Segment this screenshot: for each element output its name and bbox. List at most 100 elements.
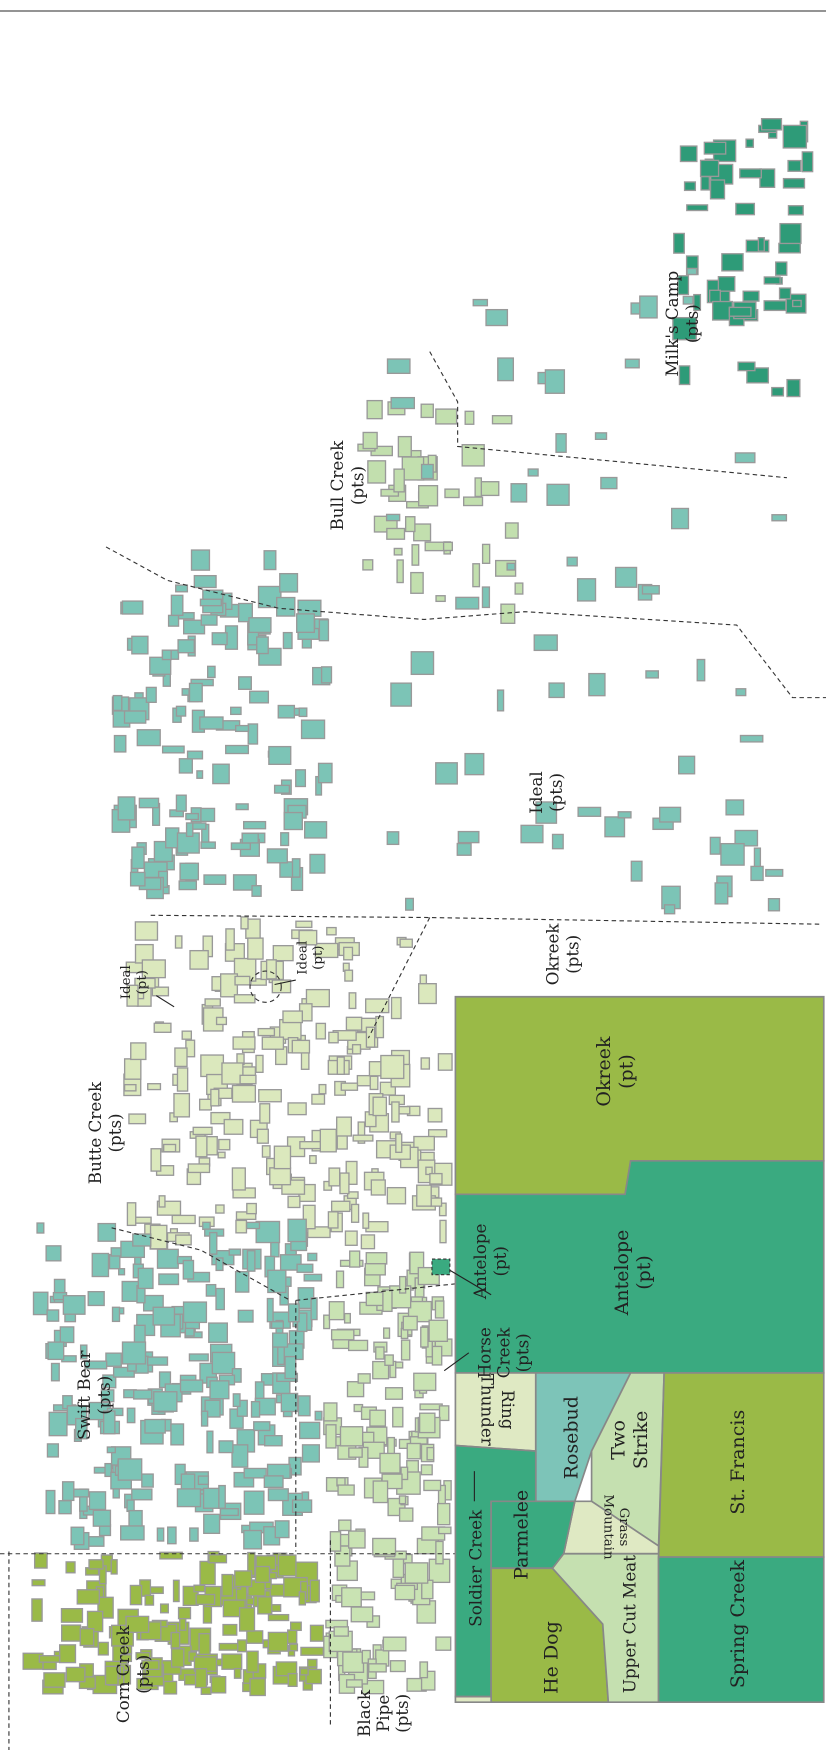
land-patch [411, 652, 433, 675]
land-patch [738, 362, 755, 370]
land-patch [350, 1251, 360, 1267]
land-patch [420, 1662, 427, 1678]
land-patch [44, 1673, 65, 1687]
land-patch [311, 1298, 317, 1320]
land-patch [184, 1302, 207, 1322]
land-patch [168, 1527, 176, 1544]
label-line: Thunder [478, 1374, 498, 1446]
land-patch [762, 119, 782, 130]
label-line: (pt) [311, 946, 326, 970]
land-patch [642, 586, 659, 594]
land-patch [414, 524, 431, 541]
land-patch [339, 1520, 351, 1530]
land-patch [111, 1560, 117, 1574]
label-line: (pts) [105, 1113, 125, 1152]
land-patch [52, 1363, 60, 1380]
land-patch [366, 1253, 386, 1264]
area-label: Ideal(pt) [295, 941, 326, 975]
land-patch [353, 1045, 361, 1054]
land-patch [48, 1342, 64, 1359]
label-line: (pt) [615, 1054, 637, 1089]
land-patch [219, 1486, 225, 1509]
label-line: (pts) [391, 1694, 411, 1733]
land-patch [268, 1489, 288, 1501]
land-patch [151, 1149, 161, 1171]
land-patch [351, 1607, 372, 1622]
land-patch [154, 1392, 177, 1412]
land-patch [131, 1043, 146, 1060]
land-patch [616, 567, 637, 587]
land-patch [192, 550, 210, 570]
land-patch [164, 1681, 177, 1693]
land-patch [783, 179, 804, 188]
land-patch [445, 489, 459, 497]
land-patch [718, 277, 734, 291]
label-line: (pts) [682, 304, 702, 343]
land-patch [310, 1625, 323, 1641]
land-patch [296, 770, 306, 787]
land-patch [480, 482, 499, 496]
land-patch [98, 1642, 108, 1655]
land-patch [194, 576, 216, 588]
land-patch [324, 1315, 330, 1328]
land-patch [353, 1135, 373, 1141]
land-patch [625, 359, 639, 368]
land-patch [118, 1459, 141, 1480]
land-patch [278, 1555, 296, 1576]
land-patch [262, 1146, 270, 1157]
land-patch [436, 1637, 451, 1650]
land-patch [368, 461, 386, 483]
land-patch [188, 751, 203, 759]
land-patch [438, 1054, 452, 1070]
land-patch [268, 1632, 287, 1651]
land-patch [298, 1396, 310, 1416]
land-patch [439, 1527, 451, 1533]
land-patch [153, 1307, 174, 1325]
land-patch [780, 224, 801, 244]
land-patch [233, 1394, 240, 1407]
label-line: Grass [616, 1508, 631, 1547]
land-patch [760, 169, 775, 187]
land-patch [498, 358, 514, 381]
land-patch [631, 861, 642, 881]
land-patch [328, 1212, 338, 1228]
land-patch [305, 822, 327, 838]
land-patch [764, 301, 786, 311]
land-patch [431, 1198, 442, 1206]
land-patch [238, 1310, 253, 1322]
land-patch [209, 1323, 228, 1342]
land-patch [239, 677, 252, 689]
land-patch [197, 771, 203, 778]
land-patch [284, 813, 302, 830]
land-patch [360, 1592, 374, 1600]
land-patch [288, 1630, 297, 1643]
label-line: Butte Creek [84, 1081, 104, 1184]
land-patch [238, 1640, 247, 1652]
land-patch [605, 817, 625, 837]
land-patch [259, 1090, 281, 1102]
land-patch [397, 560, 403, 583]
land-patch [380, 1453, 400, 1473]
label-line: Spring Creek [727, 1559, 749, 1688]
land-patch [439, 1406, 448, 1421]
land-patch [240, 1075, 256, 1083]
land-patch [283, 633, 292, 649]
land-patch [209, 1555, 226, 1563]
land-patch [129, 1114, 146, 1124]
land-patch [665, 905, 675, 914]
land-patch [190, 1528, 198, 1541]
land-patch [281, 833, 289, 846]
land-patch [327, 928, 336, 935]
land-patch [751, 866, 763, 880]
land-patch [201, 808, 215, 821]
land-patch [422, 464, 434, 478]
land-patch [392, 1102, 399, 1122]
land-patch [200, 1099, 212, 1110]
land-patch [248, 938, 263, 959]
land-patch [387, 1188, 405, 1204]
land-patch [394, 548, 402, 554]
land-patch [337, 1117, 352, 1136]
land-patch [780, 288, 791, 299]
land-patch [492, 416, 511, 424]
land-patch [130, 1585, 141, 1604]
